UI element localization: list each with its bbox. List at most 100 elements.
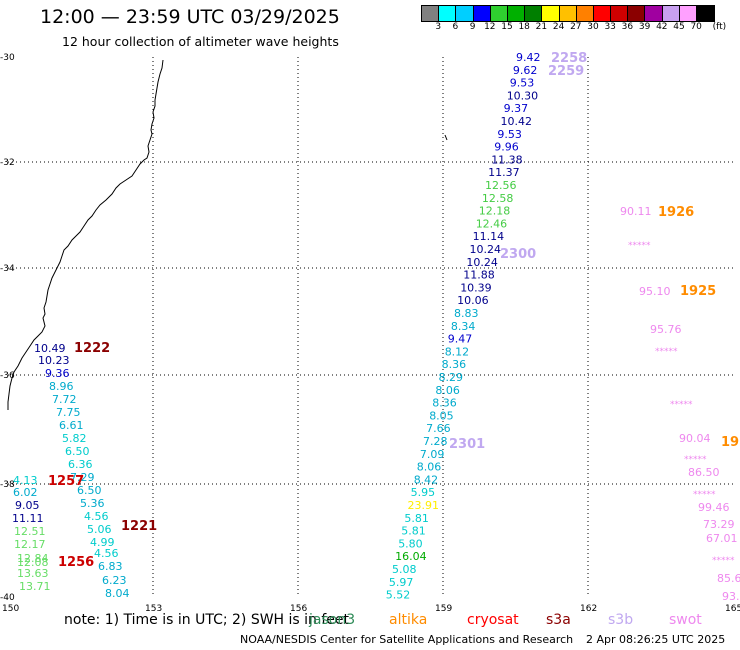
wave-height-value: 12.84: [17, 552, 49, 565]
wave-height-value: 5.36: [80, 497, 105, 510]
page-title: 12:00 — 23:59 UTC 03/29/2025: [40, 6, 340, 28]
lat-tick-label: -40: [0, 593, 15, 603]
wave-height-value: 12.56: [485, 179, 517, 192]
wave-height-value: 4.13: [13, 474, 38, 487]
wave-height-value: 12.18: [479, 205, 511, 218]
wave-height-value: 12.08: [17, 556, 49, 569]
legend-item-cryosat: cryosat: [467, 612, 519, 628]
wave-height-value: 12.46: [476, 217, 508, 230]
wave-height-value: 4.56: [84, 510, 109, 523]
lat-tick-label: -36: [0, 371, 15, 381]
footer-note: note: 1) Time is in UTC; 2) SWH is in fe…: [64, 612, 350, 628]
generated-timestamp: 2 Apr 08:26:25 UTC 2025: [586, 633, 726, 646]
wave-height-value: 7.66: [426, 422, 451, 435]
wave-height-value: 5.52: [386, 589, 411, 602]
wave-height-value: 9.47: [448, 333, 473, 346]
wave-height-value: 7.28: [423, 435, 448, 448]
colorbar-swatch: [576, 6, 594, 21]
wave-height-value: 9.37: [504, 102, 528, 115]
lon-tick-label: 159: [435, 604, 452, 614]
wave-height-value: 11.88: [463, 269, 495, 282]
wave-height-value: 9.96: [494, 141, 519, 154]
colorbar-swatch: [662, 6, 680, 21]
lon-tick-label: 153: [145, 604, 162, 614]
wave-height-value: 86.50: [688, 466, 720, 479]
credits: NOAA/NESDIS Center for Satellite Applica…: [240, 633, 574, 646]
colorbar-tick-label: 45: [673, 22, 685, 32]
wave-height-value: 6.50: [65, 445, 90, 458]
wave-height-value: 5.82: [62, 432, 87, 445]
wave-height-value: 10.24: [466, 256, 498, 269]
colorbar-tick-label: 27: [570, 22, 582, 32]
colorbar-swatch: [628, 6, 646, 21]
colorbar-swatch: [542, 6, 560, 21]
wave-height-value: 12.58: [482, 192, 514, 205]
wave-height-value: 13.63: [17, 567, 49, 580]
wave-height-value: *****: [628, 241, 651, 251]
wave-height-value: 11.38: [491, 153, 523, 166]
lon-tick-label: 156: [290, 604, 307, 614]
wave-height-value: 8.04: [105, 587, 130, 600]
legend-item-s3a: s3a: [546, 612, 571, 628]
wave-height-value: 7.29: [70, 471, 95, 484]
colorbar-swatch: [611, 6, 629, 21]
wave-height-value: *****: [712, 556, 735, 566]
colorbar-tick-label: 3: [435, 22, 442, 32]
pass-time-label: 1256: [58, 555, 94, 570]
wave-height-value: 7.09: [420, 448, 445, 461]
wave-height-value: 8.83: [454, 307, 479, 320]
wave-height-value: 93.: [722, 590, 740, 603]
colorbar-swatch: [697, 6, 715, 21]
wave-height-value: 90.11: [620, 205, 652, 218]
colorbar-swatch: [525, 6, 543, 21]
pass-time-label: 2300: [500, 247, 536, 262]
wave-height-value: 8.96: [49, 380, 74, 393]
wave-height-value: 95.10: [639, 285, 671, 298]
wave-height-value: 10.49: [34, 342, 66, 355]
colorbar-tick-label: 18: [518, 22, 530, 32]
pass-time-label: 2259: [548, 64, 584, 79]
pass-time-label: 19: [721, 435, 739, 450]
pass-time-label: 1257: [48, 474, 84, 489]
wave-height-value: 5.81: [404, 512, 429, 525]
coastline: [7, 59, 164, 410]
colorbar-tick-label: 15: [501, 22, 513, 32]
wave-height-value: 10.39: [460, 281, 492, 294]
wave-height-value: 10.42: [501, 115, 533, 128]
colorbar-tick-label: 36: [621, 22, 634, 32]
lon-tick-label: 150: [2, 604, 19, 614]
colorbar-tick-label: 30: [587, 22, 599, 32]
wave-height-value: 6.83: [98, 560, 123, 573]
lat-tick-label: -34: [0, 264, 15, 274]
colorbar-tick-label: 24: [552, 22, 565, 32]
colorbar-swatch: [473, 6, 491, 21]
wave-height-value: 16.04: [395, 550, 427, 563]
wave-height-value: *****: [655, 347, 678, 357]
colorbar-swatch: [456, 6, 474, 21]
wave-height-value: 8.05: [429, 409, 454, 422]
colorbar-swatch: [645, 6, 663, 21]
colorbar-tick-label: 33: [604, 22, 616, 32]
wave-height-value: 11.14: [473, 230, 505, 243]
wave-height-value: 8.36: [432, 397, 457, 410]
colorbar-tick-label: 42: [656, 22, 668, 32]
wave-height-value: 8.42: [414, 473, 439, 486]
wave-height-value: 12.17: [14, 538, 46, 551]
page-subtitle: 12 hour collection of altimeter wave hei…: [62, 34, 339, 49]
colorbar-tick-label: 39: [638, 22, 651, 32]
track-labels: 10.4910.239.368.967.727.756.615.826.506.…: [12, 51, 740, 603]
wave-height-value: *****: [684, 455, 707, 465]
wave-height-value: 7.75: [56, 406, 81, 419]
colorbar-labels: 3 6 9 12 15 18 21 24 27 30 33 36 39 42 45 70 (ft): [421, 22, 740, 36]
wave-height-value: 99.46: [698, 501, 730, 514]
lat-tick-label: -30: [0, 53, 15, 63]
wave-height-value: 11.37: [488, 166, 519, 179]
colorbar-tick-label: 6: [452, 22, 459, 32]
pass-time-label: 1221: [121, 519, 157, 534]
wave-height-value: 4.99: [90, 536, 115, 549]
wave-height-value: 90.04: [679, 432, 711, 445]
wave-height-value: 13.71: [19, 580, 51, 593]
colorbar-unit: (ft): [712, 22, 727, 32]
colorbar-tick-label: 12: [484, 22, 496, 32]
